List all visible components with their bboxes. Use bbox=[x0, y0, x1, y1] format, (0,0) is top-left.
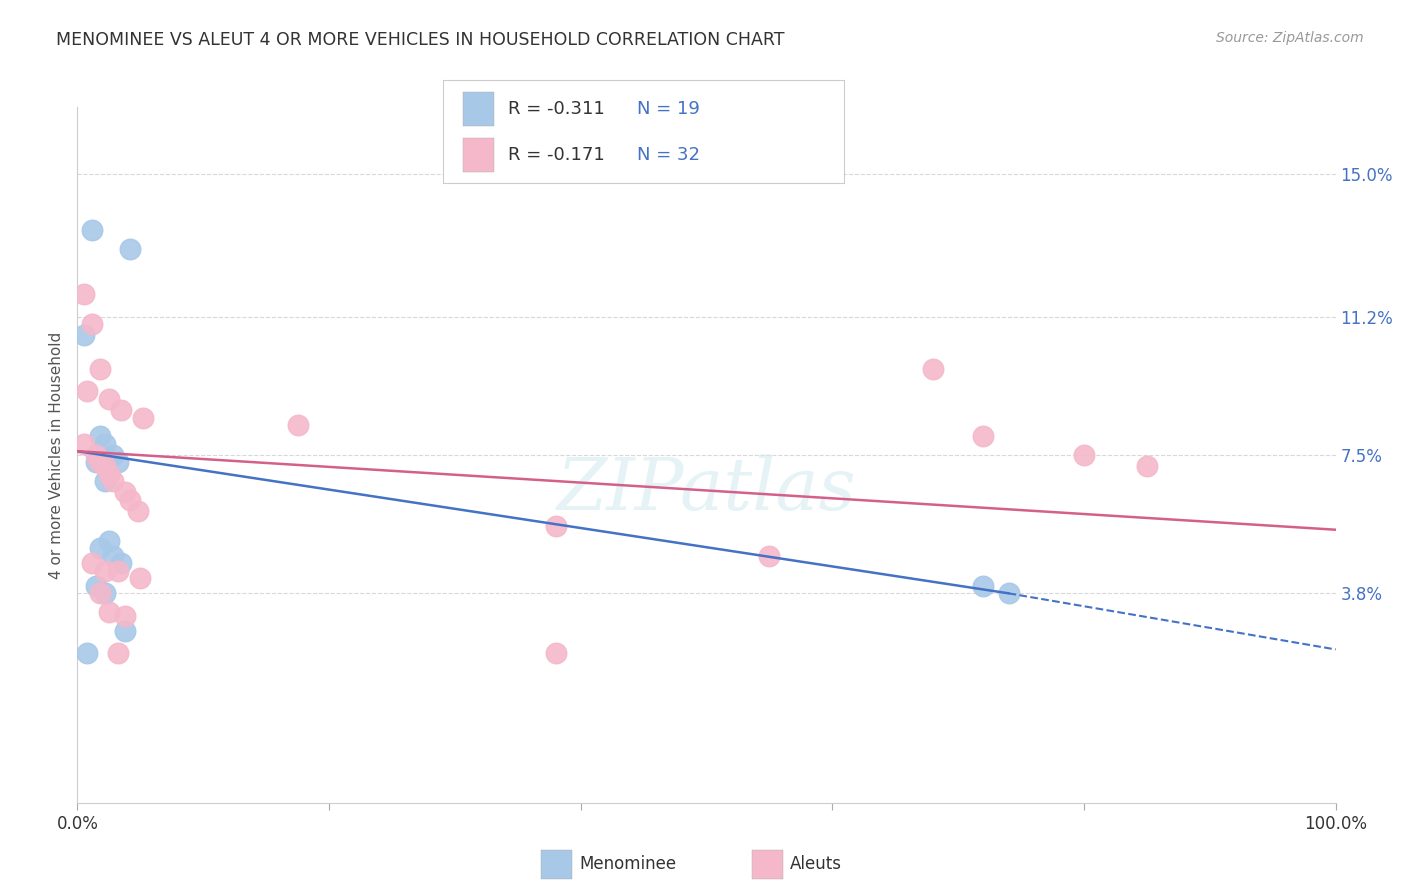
Point bbox=[82, 223, 104, 237]
Text: MENOMINEE VS ALEUT 4 OR MORE VEHICLES IN HOUSEHOLD CORRELATION CHART: MENOMINEE VS ALEUT 4 OR MORE VEHICLES IN… bbox=[56, 31, 785, 49]
Point bbox=[544, 646, 567, 660]
Point bbox=[127, 504, 149, 518]
Point bbox=[101, 474, 124, 488]
Text: N = 32: N = 32 bbox=[637, 146, 700, 164]
Text: R = -0.171: R = -0.171 bbox=[508, 146, 605, 164]
Point bbox=[101, 549, 124, 563]
Point bbox=[94, 436, 117, 450]
Text: N = 19: N = 19 bbox=[637, 100, 700, 118]
Point bbox=[89, 429, 111, 443]
Point bbox=[97, 392, 120, 406]
Point bbox=[97, 467, 120, 481]
Point bbox=[82, 317, 104, 331]
Point bbox=[972, 579, 994, 593]
Point bbox=[84, 579, 107, 593]
Point bbox=[76, 384, 98, 399]
Point bbox=[972, 429, 994, 443]
Text: Source: ZipAtlas.com: Source: ZipAtlas.com bbox=[1216, 31, 1364, 45]
Text: Aleuts: Aleuts bbox=[790, 855, 842, 873]
Text: Menominee: Menominee bbox=[579, 855, 676, 873]
Point bbox=[82, 557, 104, 571]
Point bbox=[97, 533, 120, 548]
Point bbox=[107, 455, 129, 469]
Point bbox=[107, 646, 129, 660]
Point bbox=[94, 586, 117, 600]
Point bbox=[120, 492, 142, 507]
Point bbox=[89, 541, 111, 556]
Point bbox=[97, 605, 120, 619]
Point bbox=[89, 586, 111, 600]
Point bbox=[72, 287, 94, 301]
Point bbox=[544, 519, 567, 533]
Point bbox=[89, 362, 111, 376]
Point bbox=[84, 455, 107, 469]
Point bbox=[89, 455, 111, 469]
Point bbox=[84, 448, 107, 462]
Point bbox=[997, 586, 1019, 600]
Point bbox=[107, 564, 129, 578]
Point bbox=[114, 608, 136, 623]
Point bbox=[76, 646, 98, 660]
Point bbox=[120, 242, 142, 256]
Text: R = -0.311: R = -0.311 bbox=[508, 100, 605, 118]
Y-axis label: 4 or more Vehicles in Household: 4 or more Vehicles in Household bbox=[49, 331, 65, 579]
Point bbox=[72, 436, 94, 450]
Text: ZIPatlas: ZIPatlas bbox=[557, 454, 856, 525]
Point bbox=[101, 448, 124, 462]
Point bbox=[132, 410, 155, 425]
Point bbox=[129, 571, 152, 585]
Point bbox=[114, 624, 136, 638]
Point bbox=[94, 564, 117, 578]
Point bbox=[922, 362, 945, 376]
Point bbox=[94, 459, 117, 474]
Point bbox=[94, 474, 117, 488]
Point bbox=[114, 485, 136, 500]
Point bbox=[758, 549, 780, 563]
Point bbox=[1136, 459, 1159, 474]
Point bbox=[110, 557, 132, 571]
Point bbox=[72, 328, 94, 343]
Point bbox=[287, 417, 309, 432]
Point bbox=[1073, 448, 1095, 462]
Point bbox=[110, 403, 132, 417]
